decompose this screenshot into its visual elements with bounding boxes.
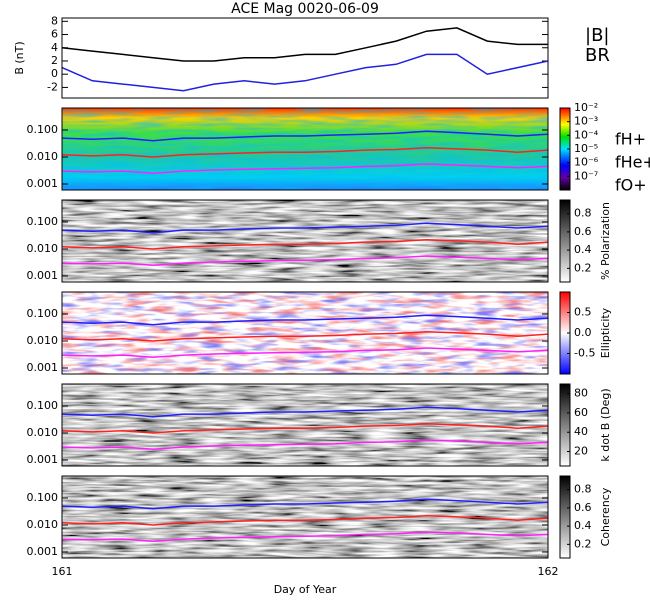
colorbar-tick-label: 20 bbox=[574, 445, 588, 458]
colorbar-tick-label: 0.0 bbox=[574, 326, 592, 339]
colorbar-tick-label: 0.2 bbox=[574, 261, 592, 274]
y-tick-label: 0.001 bbox=[27, 269, 59, 282]
y-tick-label: 0.010 bbox=[27, 334, 59, 347]
colorbar-tick-label: 10⁻³ bbox=[574, 115, 598, 128]
colorbar-label: Coherency bbox=[599, 487, 612, 546]
y-tick-label: -2 bbox=[47, 80, 58, 93]
series-line bbox=[61, 53, 549, 92]
colorbar-tick-label: 0.4 bbox=[574, 243, 592, 256]
series-line bbox=[61, 439, 549, 451]
colorbar-tick-label: 0.8 bbox=[574, 483, 592, 496]
legend-label: fH+ bbox=[615, 130, 646, 149]
colorbar-tick-label: 10⁻⁶ bbox=[574, 156, 599, 169]
colorbar-tick-label: 40 bbox=[574, 425, 588, 438]
series-line bbox=[61, 498, 549, 510]
series-line bbox=[61, 330, 549, 342]
series-line bbox=[61, 422, 549, 434]
y-tick-label: 0.010 bbox=[27, 242, 59, 255]
series-line bbox=[61, 222, 549, 234]
legend-label: fO+ bbox=[615, 176, 647, 195]
legend-label: |B| bbox=[585, 25, 609, 46]
plot-frame bbox=[61, 17, 549, 99]
y-tick-label: 0 bbox=[51, 67, 58, 80]
y-axis-label: B (nT) bbox=[13, 41, 26, 74]
colorbar-tick-label: 0.4 bbox=[574, 519, 592, 532]
colorbar-tick-label: 0.2 bbox=[574, 537, 592, 550]
colorbar-tick-label: -0.5 bbox=[574, 347, 595, 360]
series-line bbox=[61, 314, 549, 326]
colorbar-tick-label: 0.6 bbox=[574, 501, 592, 514]
y-tick-label: 0.010 bbox=[27, 518, 59, 531]
plot-frame bbox=[61, 291, 549, 375]
y-tick-label: 0.100 bbox=[27, 491, 59, 504]
series-line bbox=[61, 406, 549, 418]
plot-frame bbox=[61, 383, 549, 467]
series-line bbox=[61, 514, 549, 526]
y-tick-label: 0.010 bbox=[27, 150, 59, 163]
plot-frame bbox=[61, 199, 549, 283]
colorbar-tick-label: 0.6 bbox=[574, 225, 592, 238]
series-line bbox=[61, 27, 548, 62]
y-tick-label: 4 bbox=[51, 41, 58, 54]
colorbar bbox=[559, 475, 571, 559]
colorbar-label: k dot B (Deg) bbox=[599, 388, 612, 461]
y-tick-label: 0.100 bbox=[27, 307, 59, 320]
series-line bbox=[61, 238, 549, 250]
colorbar-label: Ellipticity bbox=[599, 307, 612, 358]
colorbar-tick-label: 60 bbox=[574, 406, 588, 419]
y-tick-label: 8 bbox=[51, 14, 58, 27]
colorbar-tick-label: 0.8 bbox=[574, 207, 592, 220]
chart-title: ACE Mag 0020-06-09 bbox=[231, 1, 379, 17]
colorbar-tick-label: 10⁻⁴ bbox=[574, 128, 599, 141]
series-line bbox=[61, 347, 549, 359]
y-tick-label: 0.100 bbox=[27, 123, 59, 136]
y-tick-label: 0.001 bbox=[27, 545, 59, 558]
colorbar-tick-label: 10⁻² bbox=[574, 101, 598, 114]
x-tick-label: 161 bbox=[52, 565, 73, 578]
y-tick-label: 0.100 bbox=[27, 399, 59, 412]
y-tick-label: 0.001 bbox=[27, 361, 59, 374]
x-tick-label: 162 bbox=[538, 565, 559, 578]
colorbar bbox=[559, 199, 571, 283]
y-tick-label: 0.001 bbox=[27, 453, 59, 466]
legend-label: fHe+ bbox=[615, 153, 650, 172]
series-line bbox=[61, 130, 549, 142]
colorbar-tick-label: 0.5 bbox=[574, 306, 592, 319]
legend-label: BR bbox=[585, 45, 610, 66]
y-tick-label: 2 bbox=[51, 54, 58, 67]
y-tick-label: 0.001 bbox=[27, 177, 59, 190]
plot-frame bbox=[61, 475, 549, 559]
plot-frame bbox=[61, 107, 549, 191]
colorbar bbox=[559, 383, 571, 467]
y-tick-label: 6 bbox=[51, 28, 58, 41]
series-line bbox=[61, 146, 549, 158]
x-axis-label: Day of Year bbox=[274, 583, 337, 596]
y-tick-label: 0.100 bbox=[27, 215, 59, 228]
series-line bbox=[61, 163, 549, 175]
colorbar-tick-label: 80 bbox=[574, 387, 588, 400]
series-line bbox=[61, 531, 549, 543]
y-tick-label: 0.010 bbox=[27, 426, 59, 439]
colorbar-tick-label: 10⁻⁵ bbox=[574, 142, 598, 155]
colorbar-label: % Polarization bbox=[599, 202, 612, 280]
series-line bbox=[61, 255, 549, 267]
colorbar-tick-label: 10⁻⁷ bbox=[574, 169, 598, 182]
